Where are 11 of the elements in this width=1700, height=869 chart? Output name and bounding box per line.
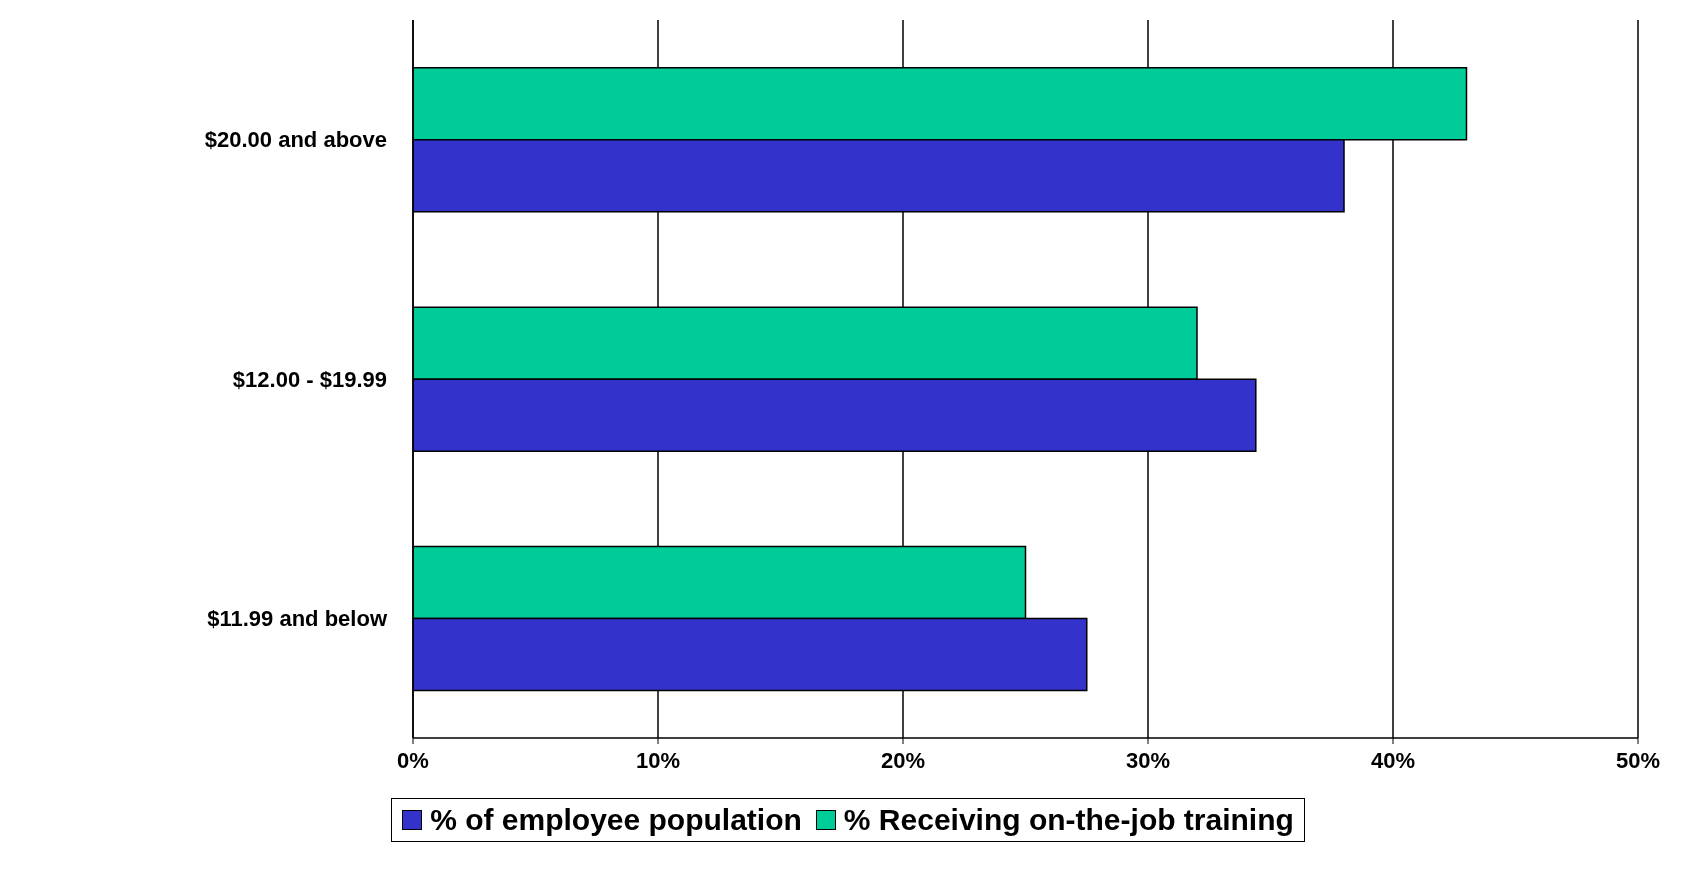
- x-tick-label: 20%: [880, 747, 926, 773]
- y-tick-label: $20.00 and above: [204, 127, 387, 153]
- x-tick-label: 10%: [635, 747, 681, 773]
- x-tick-label: 50%: [1615, 747, 1661, 773]
- y-tick-label: $11.99 and below: [207, 606, 388, 632]
- legend-label: % of employee population: [429, 803, 802, 837]
- x-tick-label: 40%: [1370, 747, 1416, 773]
- x-tick-label: 0%: [397, 747, 429, 773]
- y-tick-label: $12.00 - $19.99: [232, 366, 387, 392]
- x-tick-label: 30%: [1125, 747, 1171, 773]
- legend-label: % Receiving on-the-job training: [842, 803, 1294, 837]
